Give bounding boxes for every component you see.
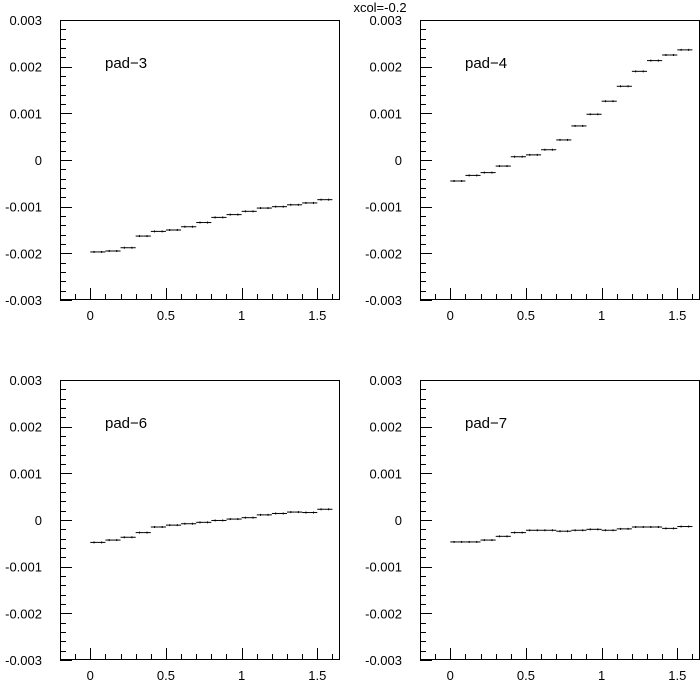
x-tick-label: 0 bbox=[447, 308, 454, 323]
y-tick-label: 0.002 bbox=[9, 60, 42, 75]
x-tick-label: 0.5 bbox=[157, 308, 175, 323]
y-tick-label: -0.001 bbox=[365, 560, 402, 575]
pad-2: 0.003 0.002 0.001 0 -0.001 -0.002 -0.003 0 0.5 1 1… bbox=[5, 373, 340, 683]
pad-label: pad−6 bbox=[105, 415, 147, 432]
pad-label: pad−3 bbox=[105, 55, 147, 72]
x-tick-label: 1 bbox=[598, 668, 605, 680]
y-tick-label: 0.002 bbox=[369, 420, 402, 435]
plot-frame bbox=[60, 20, 340, 300]
pad-0: 0.003 0.002 0.001 0 -0.001 -0.002 -0.003 0 0.5 1 1… bbox=[5, 13, 340, 323]
figure-title: xcol=-0.2 bbox=[353, 0, 406, 15]
y-tick-label: -0.002 bbox=[365, 246, 402, 261]
plot-frame bbox=[420, 380, 700, 660]
y-tick-label: 0.003 bbox=[9, 373, 42, 388]
y-tick-label: -0.002 bbox=[365, 606, 402, 621]
x-tick-label: 1.5 bbox=[308, 668, 326, 680]
x-tick-label: 0 bbox=[447, 668, 454, 680]
y-tick-label: 0.001 bbox=[369, 106, 402, 121]
y-tick-label: -0.001 bbox=[5, 200, 42, 215]
y-tick-label: 0 bbox=[35, 153, 42, 168]
x-tick-label: 1 bbox=[238, 308, 245, 323]
y-tick-label: 0.001 bbox=[369, 466, 402, 481]
y-tick-label: 0 bbox=[395, 513, 402, 528]
x-tick-label: 1.5 bbox=[668, 668, 686, 680]
plot-frame bbox=[60, 380, 340, 660]
x-tick-label: 0 bbox=[87, 668, 94, 680]
y-tick-label: 0.003 bbox=[369, 373, 402, 388]
x-tick-label: 1.5 bbox=[668, 308, 686, 323]
y-tick-label: -0.001 bbox=[365, 200, 402, 215]
y-tick-label: -0.002 bbox=[5, 606, 42, 621]
x-tick-label: 0.5 bbox=[517, 308, 535, 323]
pad-3: 0.003 0.002 0.001 0 -0.001 -0.002 -0.003 0 0.5 1 1… bbox=[365, 373, 700, 683]
y-tick-label: -0.003 bbox=[365, 293, 402, 308]
pad-label: pad−4 bbox=[465, 55, 507, 72]
y-tick-label: -0.003 bbox=[365, 653, 402, 668]
x-tick-label: 1 bbox=[238, 668, 245, 680]
y-tick-label: -0.003 bbox=[5, 293, 42, 308]
x-tick-label: 0.5 bbox=[157, 668, 175, 680]
y-tick-label: 0 bbox=[395, 153, 402, 168]
x-tick-label: 0.5 bbox=[517, 668, 535, 680]
y-tick-label: -0.002 bbox=[5, 246, 42, 261]
pad-label: pad−7 bbox=[465, 415, 507, 432]
y-tick-label: 0.002 bbox=[369, 60, 402, 75]
y-tick-label: 0.003 bbox=[369, 13, 402, 28]
y-tick-label: 0.002 bbox=[9, 420, 42, 435]
x-tick-label: 0 bbox=[87, 308, 94, 323]
y-tick-label: 0.001 bbox=[9, 466, 42, 481]
pad-1: 0.003 0.002 0.001 0 -0.001 -0.002 -0.003 0 0.5 1 1… bbox=[365, 13, 700, 323]
plot-frame bbox=[420, 20, 700, 300]
x-tick-label: 1 bbox=[598, 308, 605, 323]
y-tick-label: 0.003 bbox=[9, 13, 42, 28]
y-tick-label: 0.001 bbox=[9, 106, 42, 121]
y-tick-label: -0.003 bbox=[5, 653, 42, 668]
y-tick-label: 0 bbox=[35, 513, 42, 528]
x-tick-label: 1.5 bbox=[308, 308, 326, 323]
y-tick-label: -0.001 bbox=[5, 560, 42, 575]
